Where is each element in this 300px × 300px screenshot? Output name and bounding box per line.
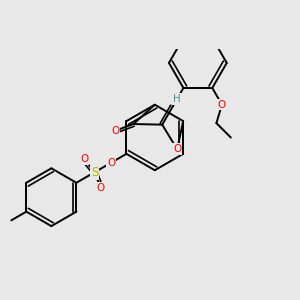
Text: O: O (96, 183, 105, 193)
Text: O: O (218, 100, 226, 110)
Text: O: O (111, 126, 119, 136)
Text: O: O (173, 144, 181, 154)
Text: O: O (107, 158, 116, 167)
Text: O: O (80, 154, 88, 164)
Text: S: S (91, 166, 98, 179)
Text: H: H (173, 94, 181, 104)
